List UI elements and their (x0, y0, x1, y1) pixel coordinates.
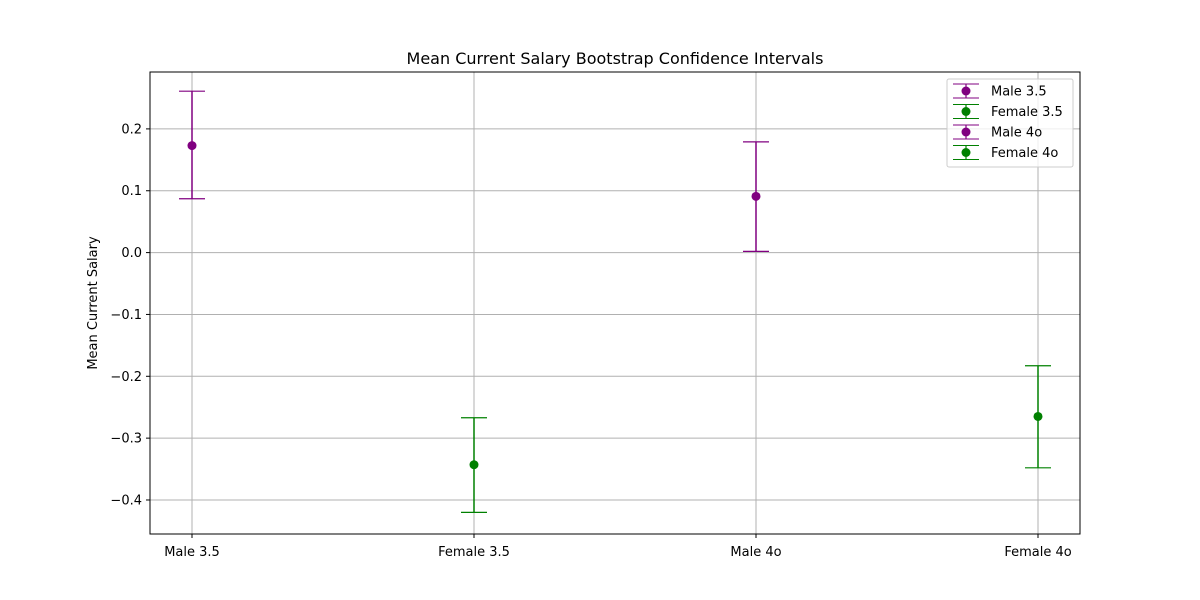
legend-marker-point (961, 127, 971, 137)
y-tick-label: 0.2 (121, 122, 142, 137)
x-tick-label: Male 3.5 (164, 545, 220, 560)
plot-frame (149, 71, 1081, 535)
legend-item: Female 4o (953, 145, 1058, 161)
errorbar-male-3-5 (179, 90, 205, 200)
y-axis-label: Mean Current Salary (86, 236, 101, 370)
axes: Male 3.5 Female 3.5 Male 4o Female 4o −0.4 −0… (110, 122, 1071, 560)
y-tick-label: −0.2 (110, 370, 142, 385)
legend-label: Male 3.5 (991, 85, 1047, 100)
legend-item: Female 3.5 (953, 104, 1063, 120)
y-tick-label: 0.1 (121, 184, 142, 199)
errorbar-female-3-5 (461, 417, 487, 513)
y-tick-label: −0.4 (110, 493, 142, 508)
legend-item: Male 3.5 (953, 83, 1047, 100)
legend-item: Male 4o (953, 124, 1042, 141)
chart-title: Mean Current Salary Bootstrap Confidence… (407, 49, 824, 68)
mean-point (187, 141, 197, 151)
mean-point (469, 460, 479, 470)
legend-label: Female 3.5 (991, 105, 1063, 120)
y-tick-label: −0.1 (110, 308, 142, 323)
legend-marker-point (961, 86, 971, 96)
x-tick-label: Female 3.5 (438, 545, 510, 560)
legend-label: Male 4o (991, 126, 1042, 141)
y-tick-label: −0.3 (110, 432, 142, 447)
legend-marker-point (961, 148, 971, 157)
data-marks (179, 90, 1051, 513)
errorbar-male-4o (743, 141, 769, 252)
y-tick-label: 0.0 (121, 246, 142, 261)
mean-point (1033, 411, 1043, 421)
mean-point (751, 191, 761, 201)
legend-marker-point (961, 107, 971, 116)
errorbar-female-4o (1025, 365, 1051, 469)
legend: Male 3.5 Female 3.5 Male 4o Female 4o (946, 78, 1074, 168)
legend-label: Female 4o (991, 146, 1058, 161)
x-tick-label: Male 4o (730, 545, 781, 560)
x-tick-label: Female 4o (1004, 545, 1071, 560)
